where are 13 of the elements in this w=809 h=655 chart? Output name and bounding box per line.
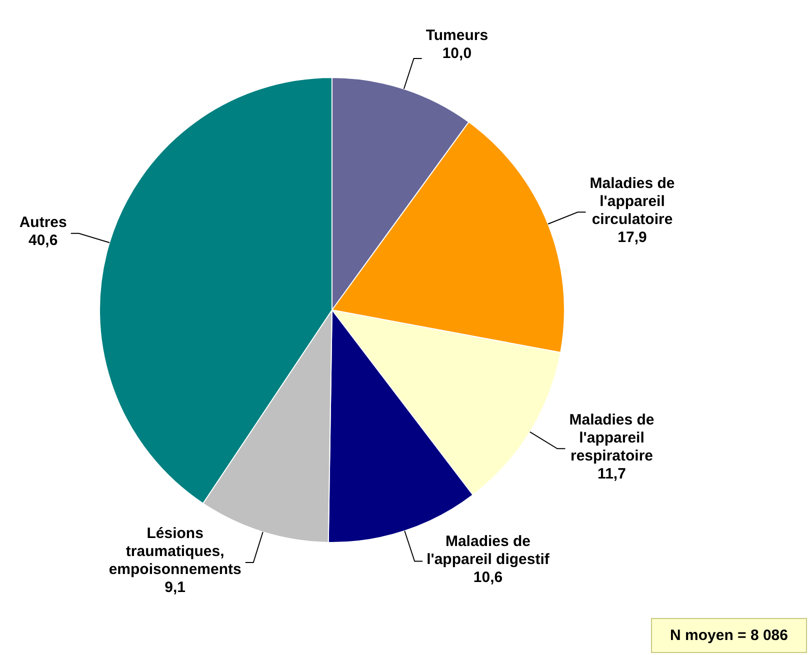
slice-label: Maladies de l'appareil respiratoire <box>569 411 654 464</box>
slice-label: Lésions traumatiques, empoisonnements <box>108 525 242 578</box>
data-label: 11,7 <box>598 465 626 482</box>
data-label: 10,6 <box>473 568 503 586</box>
data-label: 10,0 <box>442 45 472 62</box>
slice-label: Autres <box>19 214 67 231</box>
text: N moyen = 8 086 <box>651 618 807 653</box>
data-label: 9,1 <box>164 579 186 596</box>
data-label: 17,9 <box>618 228 647 246</box>
slice-label: Tumeurs <box>426 27 488 44</box>
data-label: 40,6 <box>28 232 58 249</box>
slice-label: Maladies de l'appareil digestif <box>426 532 550 568</box>
slice-label: Maladies de l'appareil circulatoire <box>590 174 675 228</box>
